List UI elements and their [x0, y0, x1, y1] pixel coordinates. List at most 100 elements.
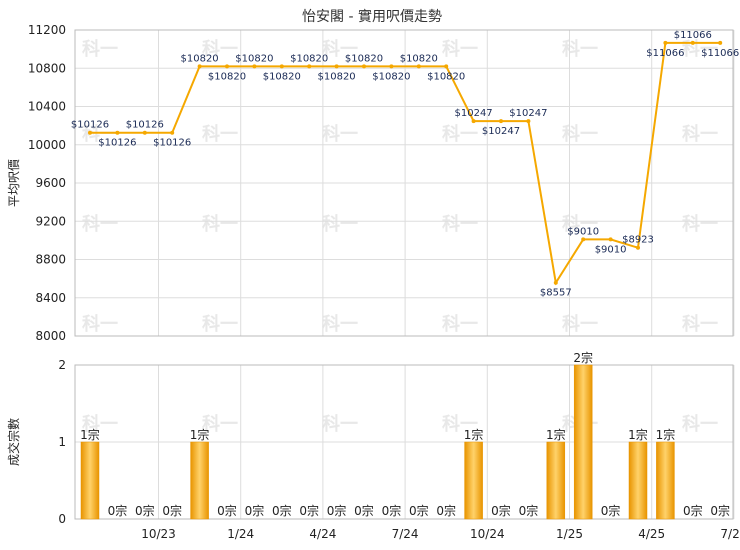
price-point [334, 64, 339, 69]
price-data-label: $10820 [318, 71, 356, 82]
price-line [90, 41, 721, 286]
volume-bar-label: 0宗 [217, 503, 237, 518]
volume-bar-label: 0宗 [327, 503, 347, 518]
watermark-text: 科一 [82, 213, 118, 235]
volume-bar [628, 441, 648, 520]
axes-layer: 10/23 1/24 4/24 7/24 10/24 1/25 4/25 7/25 8000 84… [28, 23, 740, 541]
watermark-text: 科一 [682, 313, 718, 335]
volume-bar-label: 0宗 [245, 503, 265, 518]
price-data-label: $10820 [263, 71, 301, 82]
price-y-tick-label: 8400 [35, 291, 66, 305]
volume-bar-label: 1宗 [546, 427, 566, 442]
volume-bar [80, 441, 100, 520]
price-y-tick-label: 10400 [28, 100, 66, 114]
price-data-label: $10247 [455, 108, 493, 119]
volume-bar-label: 0宗 [519, 503, 539, 518]
price-point [718, 40, 723, 45]
price-data-label: $9010 [595, 244, 627, 255]
volume-bar [546, 441, 566, 520]
watermark-text: 科一 [202, 413, 238, 435]
watermark-text: 科一 [202, 313, 238, 335]
price-y-tick-label: 8800 [35, 253, 66, 267]
price-data-label: $10126 [71, 120, 109, 131]
line-layer [88, 40, 723, 286]
volume-y-tick-label: 1 [58, 435, 66, 449]
watermark-text: 科一 [442, 123, 478, 145]
price-point [471, 119, 476, 124]
volume-bar-label: 0宗 [491, 503, 511, 518]
volume-bar-label: 0宗 [436, 503, 456, 518]
price-data-label: $11066 [674, 30, 712, 41]
price-point [416, 64, 421, 69]
volume-bar [573, 364, 593, 520]
labels-layer: 1宗 0宗 0宗 0宗 1宗 0宗 0宗 0宗 0宗 0宗 0宗 0宗 0宗 0宗 1宗 0宗 0宗 1宗 2宗 0宗… [71, 30, 739, 518]
price-point [225, 64, 229, 69]
volume-bar-label: 1宗 [464, 427, 484, 442]
price-plot-frame [74, 29, 734, 337]
price-data-label: $10820 [208, 71, 246, 82]
price-y-tick-label: 9600 [35, 176, 66, 190]
volume-bar-label: 0宗 [135, 503, 155, 518]
watermark-text: 科一 [442, 313, 478, 335]
watermark-text: 科一 [82, 123, 118, 145]
price-axis-title: 平均呎價 [7, 159, 21, 207]
watermark-text: 科一 [322, 213, 358, 235]
price-point [690, 40, 695, 45]
watermark-text: 科一 [322, 123, 358, 145]
price-data-label: $9010 [567, 226, 599, 237]
watermark-text: 科一 [82, 38, 118, 60]
volume-bar-label: 0宗 [683, 503, 703, 518]
price-data-label: $8923 [622, 235, 654, 246]
price-point [307, 64, 312, 69]
price-data-label: $10820 [181, 53, 219, 64]
watermark-text: 科一 [682, 213, 718, 235]
volume-axis-title: 成交宗數 [6, 418, 21, 466]
volume-plot-frame [74, 364, 734, 520]
price-y-tick-label: 9200 [35, 214, 66, 228]
watermark-text: 科一 [562, 38, 598, 60]
volume-bar-label: 1宗 [80, 427, 100, 442]
price-y-tick-label: 8000 [35, 329, 66, 343]
price-data-label: $10247 [482, 126, 520, 137]
x-tick-label: 1/24 [227, 527, 254, 541]
price-point [279, 64, 284, 69]
volume-bar-label: 0宗 [382, 503, 402, 518]
price-y-tick-label: 11200 [28, 23, 66, 37]
watermark-text: 科一 [682, 123, 718, 145]
x-tick-label: 7/24 [392, 527, 419, 541]
volume-bar-label: 0宗 [299, 503, 319, 518]
price-y-tick-label: 10800 [28, 61, 66, 75]
price-point [663, 40, 668, 45]
price-data-label: $10126 [153, 138, 191, 149]
price-point [142, 130, 147, 135]
bars-layer [80, 364, 675, 520]
x-tick-label: 10/24 [470, 527, 505, 541]
volume-bar-label: 1宗 [656, 427, 676, 442]
price-point [115, 130, 120, 135]
watermark-text: 科一 [82, 313, 118, 335]
price-point [526, 119, 531, 124]
watermark-text: 科一 [562, 313, 598, 335]
price-data-label: $10247 [509, 108, 547, 119]
watermark-text: 科一 [202, 38, 238, 60]
price-point [499, 119, 503, 124]
price-point [636, 245, 640, 250]
watermark-text: 科一 [202, 123, 238, 145]
watermark-text: 科一 [202, 213, 238, 235]
watermark-text: 科一 [82, 413, 118, 435]
watermark-text: 科一 [322, 38, 358, 60]
price-data-label: $8557 [540, 288, 572, 299]
price-point [197, 64, 202, 69]
volume-y-tick-label: 2 [58, 358, 66, 372]
chart-title: 怡安閣 - 實用呎價走勢 [302, 8, 442, 25]
volume-bar-label: 1宗 [628, 427, 648, 442]
price-point [252, 64, 257, 69]
x-tick-label: 4/24 [309, 527, 336, 541]
watermark-text: 科一 [442, 38, 478, 60]
price-data-label: $10820 [372, 71, 410, 82]
watermark-text: 科一 [562, 123, 598, 145]
volume-bar-label: 2宗 [573, 350, 593, 365]
x-tick-label: 1/25 [556, 527, 583, 541]
